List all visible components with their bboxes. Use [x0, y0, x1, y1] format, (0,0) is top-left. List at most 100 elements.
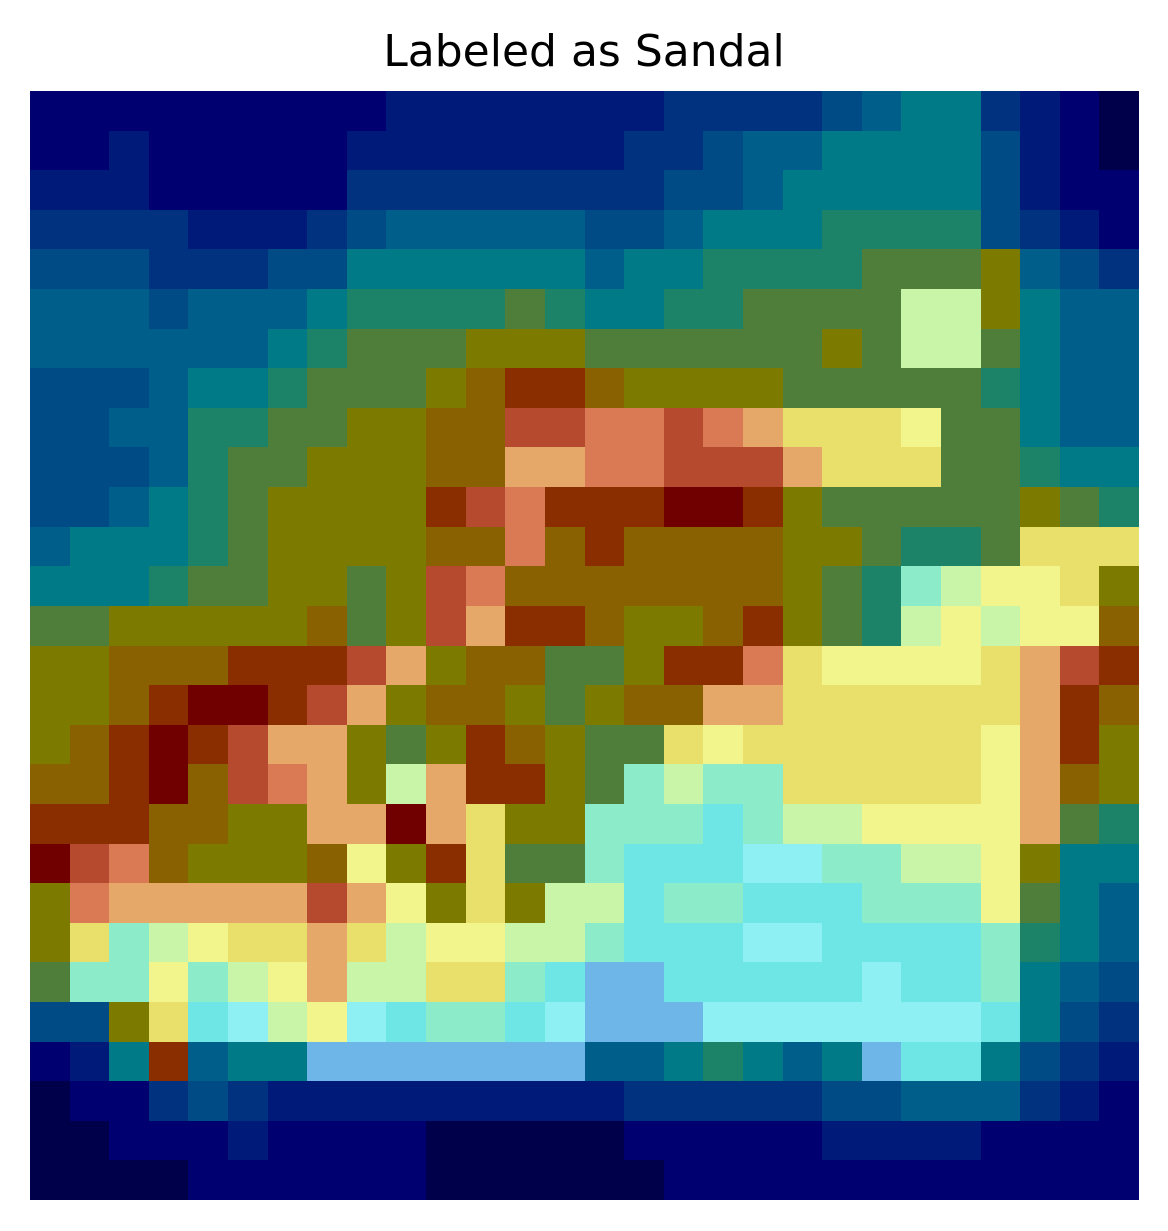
heatmap-cell [861, 447, 902, 488]
heatmap-cell [861, 1081, 902, 1121]
heatmap-cell [980, 170, 1021, 210]
heatmap-cell [742, 130, 783, 171]
heatmap-cell [228, 130, 268, 171]
heatmap-cell [267, 1081, 308, 1121]
heatmap-cell [465, 843, 506, 884]
heatmap-cell [861, 170, 902, 210]
heatmap-cell [69, 1120, 110, 1161]
heatmap-cell [346, 803, 387, 844]
heatmap-cell [703, 1081, 743, 1121]
heatmap-cell [584, 1001, 625, 1042]
heatmap-cell [1099, 883, 1139, 923]
heatmap-cell [505, 566, 545, 606]
heatmap-cell [980, 487, 1021, 527]
heatmap-cell [703, 1160, 743, 1200]
heatmap-cell [426, 130, 466, 171]
heatmap-cell [822, 1041, 862, 1082]
heatmap-cell [109, 1041, 149, 1082]
heatmap-cell [822, 843, 862, 884]
heatmap-cell [148, 209, 189, 250]
heatmap-cell [188, 645, 229, 686]
heatmap-cell [69, 843, 110, 884]
heatmap-cell [1059, 407, 1100, 448]
heatmap-cell [267, 922, 308, 963]
heatmap-cell [980, 962, 1021, 1002]
heatmap-cell [346, 724, 387, 765]
heatmap-cell [624, 962, 664, 1002]
heatmap-cell [940, 566, 981, 606]
heatmap-cell [228, 1160, 268, 1200]
heatmap-cell [267, 685, 308, 725]
heatmap-cell [822, 526, 862, 567]
heatmap-cell [1020, 328, 1060, 369]
heatmap-cell [1020, 1041, 1060, 1082]
heatmap-cell [109, 487, 149, 527]
heatmap-cell [109, 368, 149, 408]
heatmap-cell [980, 685, 1021, 725]
heatmap-cell [980, 605, 1021, 646]
heatmap-cell [346, 91, 387, 131]
heatmap-cell [267, 91, 308, 131]
heatmap-cell [1020, 130, 1060, 171]
heatmap-cell [544, 1001, 585, 1042]
heatmap-cell [30, 566, 70, 606]
heatmap-cell [663, 645, 704, 686]
heatmap-cell [703, 368, 743, 408]
heatmap-cell [980, 368, 1021, 408]
heatmap-cell [822, 962, 862, 1002]
heatmap-cell [1099, 764, 1139, 804]
heatmap-cell [584, 407, 625, 448]
heatmap-cell [188, 803, 229, 844]
heatmap-cell [109, 249, 149, 290]
heatmap-cell [307, 170, 347, 210]
heatmap-cell [307, 91, 347, 131]
heatmap-cell [782, 605, 823, 646]
heatmap-cell [307, 883, 347, 923]
heatmap-cell [544, 645, 585, 686]
heatmap-cell [1020, 605, 1060, 646]
heatmap-cell [188, 1041, 229, 1082]
heatmap-cell [346, 447, 387, 488]
heatmap-cell [346, 645, 387, 686]
heatmap-cell [584, 843, 625, 884]
heatmap-cell [663, 566, 704, 606]
heatmap-cell [30, 328, 70, 369]
heatmap-cell [426, 764, 466, 804]
heatmap-cell [505, 1081, 545, 1121]
heatmap-cell [544, 249, 585, 290]
heatmap-cell [465, 526, 506, 567]
heatmap-cell [426, 407, 466, 448]
heatmap-cell [465, 328, 506, 369]
heatmap-cell [1099, 1041, 1139, 1082]
heatmap-cell [228, 843, 268, 884]
heatmap-cell [1099, 1001, 1139, 1042]
heatmap-cell [940, 407, 981, 448]
heatmap-cell [109, 407, 149, 448]
heatmap-cell [465, 566, 506, 606]
heatmap-cell [742, 645, 783, 686]
heatmap-cell [30, 170, 70, 210]
heatmap-cell [822, 368, 862, 408]
heatmap-cell [1020, 1160, 1060, 1200]
heatmap-cell [703, 883, 743, 923]
heatmap-cell [307, 764, 347, 804]
heatmap-cell [505, 803, 545, 844]
heatmap-cell [861, 764, 902, 804]
heatmap-cell [980, 764, 1021, 804]
heatmap-cell [901, 289, 941, 329]
heatmap-cell [663, 91, 704, 131]
heatmap-cell [465, 764, 506, 804]
heatmap-cell [148, 407, 189, 448]
heatmap-cell [69, 209, 110, 250]
heatmap-cell [267, 130, 308, 171]
heatmap-cell [228, 487, 268, 527]
heatmap-cell [346, 130, 387, 171]
heatmap-cell [109, 1160, 149, 1200]
heatmap-cell [30, 526, 70, 567]
heatmap-cell [742, 566, 783, 606]
heatmap-cell [346, 962, 387, 1002]
heatmap-cell [228, 328, 268, 369]
heatmap-cell [782, 1041, 823, 1082]
heatmap-cell [584, 1041, 625, 1082]
heatmap-cell [228, 249, 268, 290]
